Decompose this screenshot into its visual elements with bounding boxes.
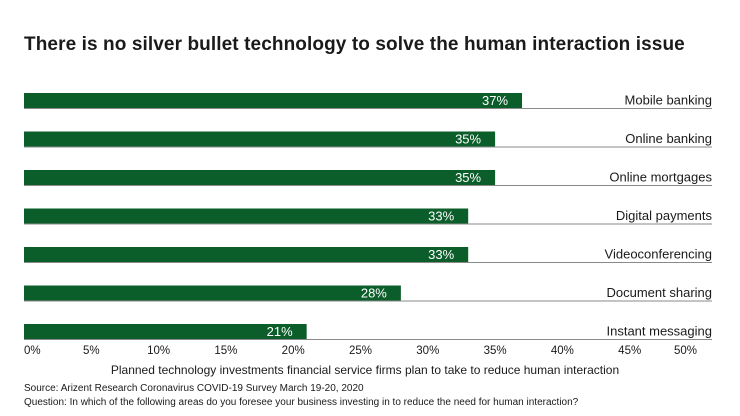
category-label: Digital payments <box>616 208 713 223</box>
bar <box>24 170 496 185</box>
bar <box>24 247 469 262</box>
bar <box>24 93 523 108</box>
bar-row: 28% Document sharing <box>24 285 713 302</box>
bar-row: 33% Digital payments <box>24 208 713 225</box>
bar <box>24 285 401 301</box>
bars-layer: 37% Mobile banking 35% Online banking 35% Onl… <box>24 93 712 340</box>
bar-row: 37% Mobile banking <box>24 93 712 109</box>
x-axis-title: Planned technology investments financial… <box>111 363 619 377</box>
x-tick-label: 50% <box>674 345 697 357</box>
x-tick-label: 0% <box>24 345 41 357</box>
bar-value-label: 33% <box>428 209 454 224</box>
x-tick-label: 40% <box>551 345 574 357</box>
category-label: Online mortgages <box>609 170 712 185</box>
x-tick-label: 45% <box>618 345 641 357</box>
bar-row: 35% Online mortgages <box>24 170 712 186</box>
bar-row: 35% Online banking <box>24 131 712 148</box>
x-tick-label: 35% <box>484 345 507 357</box>
bar-value-label: 37% <box>482 93 508 108</box>
x-axis-ticks: 0% 5% 10% 15% 20% 25% 30% 35% 40% 45% 50% <box>24 345 697 357</box>
x-tick-label: 30% <box>416 345 439 357</box>
bar-value-label: 33% <box>428 247 454 262</box>
x-tick-label: 25% <box>349 345 372 357</box>
bar <box>24 131 496 147</box>
question-note: Question: In which of the following area… <box>24 397 579 408</box>
bar-row: 33% Videoconferencing <box>24 247 712 263</box>
bar-value-label: 21% <box>267 324 293 339</box>
category-label: Videoconferencing <box>605 247 712 262</box>
category-label: Instant messaging <box>606 324 712 339</box>
bar-value-label: 35% <box>455 170 481 185</box>
bar-value-label: 35% <box>455 132 481 147</box>
source-note: Source: Arizent Research Coronavirus COV… <box>24 383 364 394</box>
bar <box>24 324 307 339</box>
x-tick-label: 10% <box>147 345 170 357</box>
bar-value-label: 28% <box>361 286 387 301</box>
category-label: Mobile banking <box>625 93 712 108</box>
x-tick-label: 15% <box>214 345 237 357</box>
category-label: Online banking <box>625 131 712 146</box>
x-tick-label: 5% <box>83 345 100 357</box>
x-tick-label: 20% <box>282 345 305 357</box>
bar <box>24 208 469 224</box>
category-label: Document sharing <box>607 285 713 300</box>
bar-row: 21% Instant messaging <box>24 324 712 340</box>
chart-title: There is no silver bullet technology to … <box>24 34 685 55</box>
